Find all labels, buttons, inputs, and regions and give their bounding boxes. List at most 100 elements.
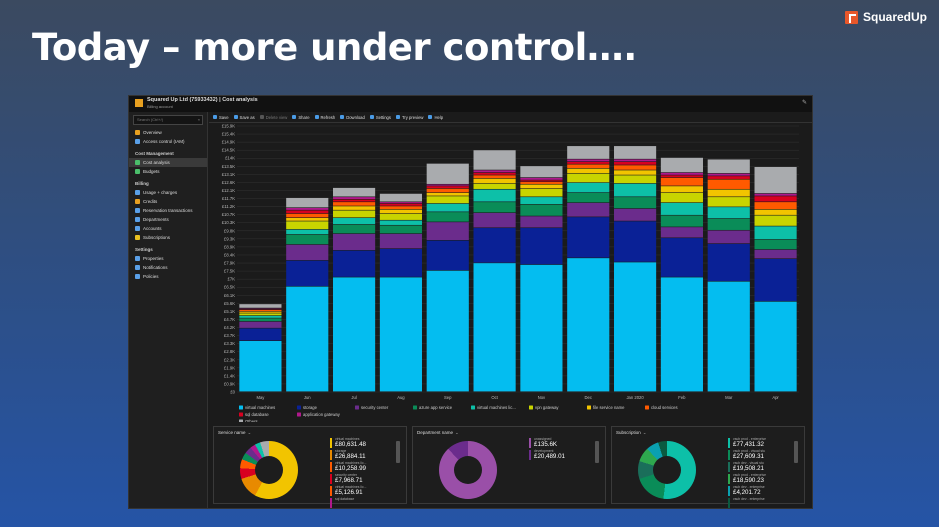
help-button[interactable]: Help [428,115,443,120]
sidebar-search-input[interactable]: Search (Ctrl+/) « [133,115,203,125]
bar-segment-cloud-services [520,182,563,184]
refresh-button[interactable]: Refresh [314,115,335,120]
bar-segment-security-center [286,244,329,261]
bar-segment-others [754,166,797,194]
legend-item-name: virtual machines lic... [335,485,367,489]
panel-legend-item[interactable]: vsub prod - enterprise £77,431.32 [728,437,786,449]
y-tick-label: £15.4K [222,132,235,137]
sidebar-item-overview[interactable]: Overview [129,128,207,137]
legend-swatch [529,405,533,410]
bar-segment-virtual-machines [239,340,282,392]
panel-legend-item[interactable]: vsub prod - visual stu £27,609.31 [728,449,786,461]
panel-dropdown[interactable]: Department name ⌄ [417,430,459,436]
y-tick-label: £10.7K [222,212,235,217]
legend-swatch [239,405,243,410]
y-tick-label: £12.1K [222,188,235,193]
legend-swatch [471,405,475,410]
bar-segment-application-gateway [707,173,750,176]
legend-color-bar [728,462,730,472]
bar-segment-virtual-machines-lic [520,197,563,205]
bar-segment-others [426,163,469,184]
bar-segment-application-gateway [426,184,469,186]
sidebar-item-properties[interactable]: Properties [129,254,207,263]
departments-icon [135,217,140,222]
sidebar-item-usage-charges[interactable]: Usage + charges [129,188,207,197]
save-icon [213,115,217,119]
budgets-icon [135,169,140,174]
panel-legend-item[interactable]: security center £7,968.71 [330,473,388,485]
bar-segment-others [707,159,750,174]
sidebar-section-settings: Settings [135,247,153,252]
panel-legend-item[interactable]: development £20,489.01 [529,449,587,461]
bar-segment-virtual-machines-lic [754,226,797,240]
sidebar-item-reservation-transactions[interactable]: Reservation transactions [129,206,207,215]
sidebar-item-accounts[interactable]: Accounts [129,224,207,233]
bar-segment-virtual-machines [660,277,703,392]
legend-item-name: vsub dev - visual stu [733,461,764,465]
panel-legend-item[interactable]: virtual machines lic... £5,126.91 [330,485,388,497]
toolbar-button-label: Try preview [401,114,424,120]
panel-legend-item[interactable]: unassigned £135.6K [529,437,587,449]
sidebar-item-budgets[interactable]: Budgets [129,167,207,176]
legend-item-name: development [534,449,554,453]
panel-dropdown[interactable]: Subscription ⌄ [616,430,647,436]
x-tick-label: Sep [444,395,452,400]
sidebar-item-access-control-iam[interactable]: Access control (IAM) [129,137,207,146]
bar-segment-others [379,193,422,202]
bar-segment-file-service-name [426,192,469,196]
squaredup-logo-icon [844,10,858,24]
x-tick-label: Feb [678,395,686,400]
search-placeholder: Search (Ctrl+/) [137,117,164,122]
sidebar-item-policies[interactable]: Policies [129,272,207,281]
panel-legend-item[interactable]: storage £26,884.11 [330,449,388,461]
download-icon [340,115,345,119]
panel-scrollbar[interactable] [595,441,599,463]
y-tick-label: £9.8K [224,228,235,233]
toolbar-button-label: Settings [375,114,391,120]
panel-legend-item[interactable]: virtual machines £80,631.48 [330,437,388,449]
bar-segment-storage [614,221,657,262]
panel-scrollbar[interactable] [794,441,798,463]
bar-segment-application-gateway [379,202,422,204]
legend-item-name: storage [335,449,347,453]
sidebar-item-label: Notifications [143,265,168,270]
sidebar-item-credits[interactable]: Credits [129,197,207,206]
sidebar-item-label: Policies [143,274,159,279]
bar-segment-file-service-name [754,209,797,215]
legend-color-bar [728,474,730,484]
panel-dropdown[interactable]: Service name ⌄ [218,430,251,436]
sidebar-section-cost-management: Cost Management [135,151,174,156]
cost-management-icon [135,99,143,107]
panel-scrollbar[interactable] [396,441,400,463]
legend-item-name: security center [335,473,358,477]
sidebar-item-departments[interactable]: Departments [129,215,207,224]
save-button[interactable]: Save [213,115,229,120]
collapse-icon[interactable]: « [197,117,200,122]
panel-legend-item[interactable]: vsub prod - enterprise £18,590.23 [728,473,786,485]
bar-segment-sql-database [520,180,563,182]
pin-icon[interactable]: ✎ [801,100,807,106]
usage-icon [135,190,140,195]
panel-legend-item[interactable]: virtual machines lic... £10,258.99 [330,461,388,473]
panel-legend-item[interactable]: sql database [330,497,388,508]
panel-legend-item[interactable]: vsub dev - enterprise [728,497,786,508]
settings-button[interactable]: Settings [369,114,391,120]
share-button[interactable]: Share [292,114,310,120]
accounts-icon [135,226,140,231]
bar-segment-application-gateway [660,172,703,175]
bar-segment-security-center [754,249,797,259]
help-icon [428,115,433,119]
save-as-button[interactable]: Save as [233,114,255,120]
cost-chart-svg: £0 £0.9K £1.4K £1.9K £2.3K £2.8K £3.3K £3.7K £4.… [222,124,799,424]
toolbar-button-label: Share [298,114,310,120]
try-preview-button[interactable]: Try preview [395,114,424,120]
panel-legend-item[interactable]: vsub dev - enterprise £4,201.72 [728,485,786,497]
toolbar-button-label: Save as [239,114,255,120]
sidebar-item-subscriptions[interactable]: Subscriptions [129,233,207,242]
panel-legend-item[interactable]: vsub dev - visual stu £19,508.21 [728,461,786,473]
bar-segment-file-service-name [614,170,657,175]
legend-label: vpn gateway [535,405,559,410]
sidebar-item-notifications[interactable]: Notifications [129,263,207,272]
sidebar-item-cost-analysis[interactable]: Cost analysis [129,158,207,167]
download-button[interactable]: Download [340,115,365,120]
